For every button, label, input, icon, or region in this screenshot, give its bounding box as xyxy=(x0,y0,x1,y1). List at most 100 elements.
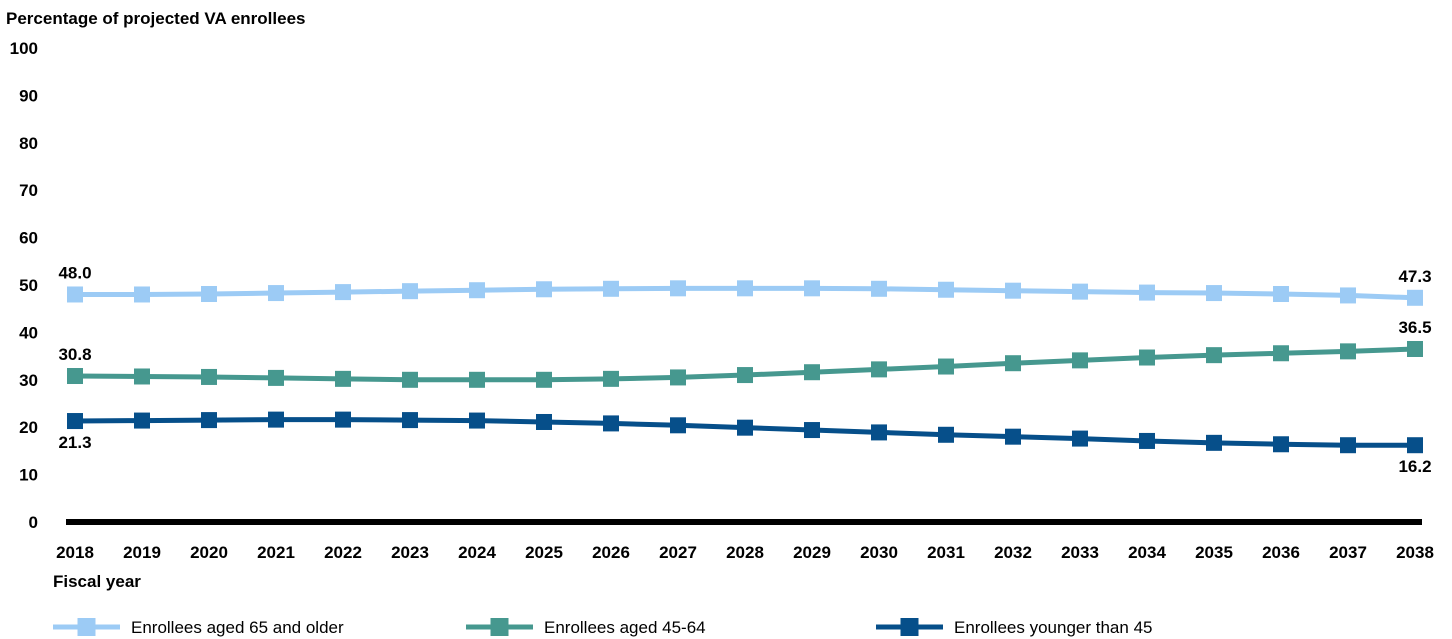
data-point-marker xyxy=(1340,343,1356,360)
x-tick-label: 2019 xyxy=(123,543,161,562)
data-label-end: 47.3 xyxy=(1398,267,1431,286)
legend-item: Enrollees aged 65 and older xyxy=(53,618,344,637)
data-point-marker xyxy=(804,280,820,297)
data-point-marker xyxy=(804,364,820,381)
data-point-marker xyxy=(402,283,418,300)
data-point-marker xyxy=(1005,355,1021,372)
x-tick-label: 2032 xyxy=(994,543,1032,562)
data-point-marker xyxy=(1206,347,1222,364)
data-point-marker xyxy=(335,284,351,301)
y-axis-title: Percentage of projected VA enrollees xyxy=(6,9,305,28)
data-point-marker xyxy=(603,280,619,297)
data-point-marker xyxy=(670,417,686,434)
data-point-marker xyxy=(938,281,954,298)
data-point-marker xyxy=(603,415,619,432)
y-tick-label: 20 xyxy=(19,418,38,437)
x-tick-label: 2022 xyxy=(324,543,362,562)
y-tick-label: 80 xyxy=(19,134,38,153)
x-tick-label: 2023 xyxy=(391,543,429,562)
x-tick-label: 2027 xyxy=(659,543,697,562)
y-tick-label: 60 xyxy=(19,229,38,248)
data-point-marker xyxy=(536,281,552,298)
data-point-marker xyxy=(268,411,284,428)
data-point-marker xyxy=(1273,345,1289,362)
data-point-marker xyxy=(335,411,351,428)
x-tick-label: 2036 xyxy=(1262,543,1300,562)
x-tick-label: 2024 xyxy=(458,543,496,562)
data-point-marker xyxy=(1206,285,1222,302)
data-point-marker xyxy=(1206,434,1222,451)
y-tick-label: 10 xyxy=(19,466,38,485)
legend-label: Enrollees younger than 45 xyxy=(954,618,1152,637)
data-point-marker xyxy=(737,419,753,436)
x-tick-label: 2034 xyxy=(1128,543,1166,562)
data-point-marker xyxy=(737,367,753,384)
data-point-marker xyxy=(402,412,418,429)
data-point-marker xyxy=(1139,432,1155,449)
x-tick-label: 2026 xyxy=(592,543,630,562)
data-point-marker xyxy=(1139,284,1155,301)
data-label-start: 21.3 xyxy=(58,433,91,452)
data-point-marker xyxy=(335,370,351,387)
data-point-marker xyxy=(134,368,150,385)
data-point-marker xyxy=(201,368,217,385)
data-point-marker xyxy=(1139,349,1155,366)
data-point-marker xyxy=(469,412,485,429)
y-tick-label: 70 xyxy=(19,181,38,200)
legend: Enrollees aged 65 and older Enrollees age… xyxy=(53,618,1152,637)
x-axis-title: Fiscal year xyxy=(53,572,141,591)
data-point-marker xyxy=(871,361,887,378)
data-point-marker xyxy=(1005,428,1021,445)
series-1: 48.0 47.3 xyxy=(58,263,1432,306)
data-point-marker xyxy=(1340,437,1356,454)
x-tick-label: 2037 xyxy=(1329,543,1367,562)
x-tick-label: 2033 xyxy=(1061,543,1099,562)
legend-swatch-marker xyxy=(77,618,96,636)
data-point-marker xyxy=(670,280,686,297)
data-point-marker xyxy=(268,285,284,302)
data-point-marker xyxy=(1340,287,1356,304)
data-label-start: 30.8 xyxy=(58,345,91,364)
x-tick-label: 2021 xyxy=(257,543,295,562)
legend-label: Enrollees aged 45-64 xyxy=(544,618,706,637)
data-point-marker xyxy=(1407,340,1423,357)
y-tick-label: 0 xyxy=(29,513,38,532)
data-point-marker xyxy=(67,413,83,430)
x-tick-label: 2028 xyxy=(726,543,764,562)
x-tick-label: 2029 xyxy=(793,543,831,562)
x-axis-ticks: 2018 2019 2020 2021 2022 2023 2024 2025 2026 2027… xyxy=(56,543,1434,562)
legend-swatch-marker xyxy=(490,618,509,636)
series-3: 21.3 16.2 xyxy=(58,411,1432,476)
series-2: 30.8 36.5 xyxy=(58,318,1432,388)
data-label-end: 36.5 xyxy=(1398,318,1431,337)
data-point-marker xyxy=(402,371,418,388)
data-point-marker xyxy=(1273,286,1289,303)
data-point-marker xyxy=(134,412,150,429)
data-point-marker xyxy=(134,286,150,303)
data-point-marker xyxy=(804,422,820,439)
data-point-marker xyxy=(469,282,485,299)
data-point-marker xyxy=(1072,352,1088,369)
y-tick-label: 100 xyxy=(10,39,38,58)
data-point-marker xyxy=(469,371,485,388)
data-point-marker xyxy=(938,426,954,443)
legend-label: Enrollees aged 65 and older xyxy=(131,618,344,637)
data-point-marker xyxy=(201,286,217,303)
y-tick-label: 40 xyxy=(19,323,38,342)
data-point-marker xyxy=(67,286,83,303)
data-point-marker xyxy=(670,369,686,386)
data-point-marker xyxy=(536,371,552,388)
data-point-marker xyxy=(201,412,217,429)
legend-item: Enrollees younger than 45 xyxy=(876,618,1152,637)
data-point-marker xyxy=(1407,437,1423,454)
x-tick-label: 2025 xyxy=(525,543,563,562)
data-point-marker xyxy=(603,370,619,387)
data-point-marker xyxy=(1072,283,1088,300)
data-label-start: 48.0 xyxy=(58,263,91,282)
x-tick-label: 2038 xyxy=(1396,543,1434,562)
y-tick-label: 90 xyxy=(19,86,38,105)
legend-swatch-marker xyxy=(900,618,919,636)
data-point-marker xyxy=(1407,289,1423,306)
x-tick-label: 2020 xyxy=(190,543,228,562)
